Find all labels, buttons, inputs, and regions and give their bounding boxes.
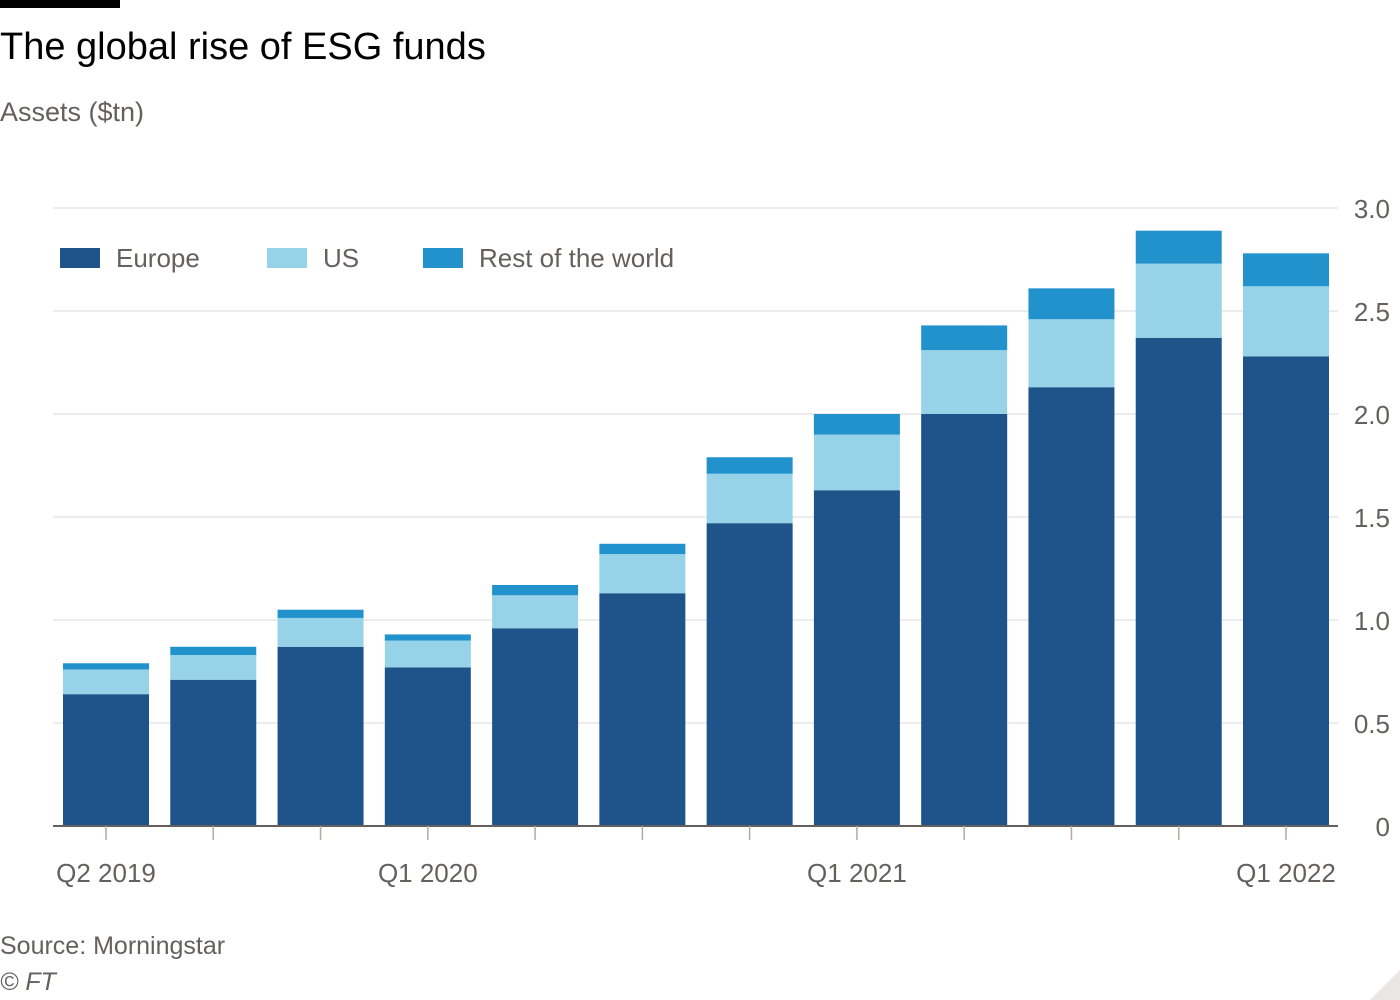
bar-us-q1-2020 bbox=[384, 640, 471, 668]
bar-rest-q1-2021 bbox=[813, 414, 900, 435]
bar-rest-q3-2020 bbox=[599, 543, 686, 555]
copyright-credit: © FT bbox=[0, 968, 56, 996]
bar-rest-q2-2020 bbox=[492, 584, 579, 596]
legend-label-us: US bbox=[323, 243, 359, 273]
bar-europe-q3-2019 bbox=[170, 679, 257, 826]
y-tick-label: 1.0 bbox=[1354, 606, 1390, 636]
bar-rest-q1-2022 bbox=[1243, 253, 1329, 287]
chart-title: The global rise of ESG funds bbox=[0, 26, 486, 68]
bar-us-q2-2019 bbox=[63, 669, 149, 695]
bar-us-q2-2020 bbox=[492, 595, 579, 629]
bar-us-q3-2019 bbox=[170, 655, 257, 680]
x-tick-label: Q1 2020 bbox=[378, 858, 478, 888]
bar-us-q4-2020 bbox=[706, 473, 793, 524]
page-corner-fold bbox=[1370, 970, 1400, 1000]
bar-rest-q1-2020 bbox=[384, 634, 471, 641]
bar-europe-q2-2019 bbox=[63, 694, 149, 826]
bar-europe-q3-2020 bbox=[599, 593, 686, 826]
y-tick-label: 0 bbox=[1376, 812, 1390, 842]
axes: 0 0.5 1.0 1.5 2.0 2.5 3.0 Q2 2019 Q1 2020 Q1 2021… bbox=[53, 194, 1390, 888]
bar-rest-q4-2019 bbox=[277, 609, 364, 618]
y-tick-label: 0.5 bbox=[1354, 709, 1390, 739]
bars bbox=[63, 230, 1329, 826]
bar-europe-q2-2021 bbox=[921, 414, 1008, 826]
x-tick-label: Q1 2022 bbox=[1236, 858, 1336, 888]
bar-us-q3-2021 bbox=[1028, 319, 1115, 388]
y-tick-label: 2.5 bbox=[1354, 297, 1390, 327]
bar-us-q1-2022 bbox=[1243, 286, 1329, 357]
legend-swatch-rest bbox=[423, 248, 463, 268]
bar-rest-q2-2021 bbox=[921, 325, 1008, 351]
bar-us-q4-2019 bbox=[277, 617, 364, 647]
bar-rest-q3-2019 bbox=[170, 646, 257, 656]
bar-rest-q2-2019 bbox=[63, 663, 149, 670]
source-note: Source: Morningstar bbox=[0, 932, 226, 960]
y-tick-label: 2.0 bbox=[1354, 400, 1390, 430]
bar-us-q1-2021 bbox=[813, 434, 900, 491]
legend: Europe US Rest of the world bbox=[60, 243, 674, 273]
stacked-bar-chart: 0 0.5 1.0 1.5 2.0 2.5 3.0 Q2 2019 Q1 2020 Q1 2021… bbox=[53, 194, 1390, 888]
legend-label-europe: Europe bbox=[116, 243, 200, 273]
bar-rest-q3-2021 bbox=[1028, 288, 1115, 320]
y-tick-label: 3.0 bbox=[1354, 194, 1390, 224]
bar-europe-q3-2021 bbox=[1028, 387, 1115, 826]
bar-rest-q4-2021 bbox=[1135, 230, 1222, 264]
bar-europe-q1-2021 bbox=[813, 490, 900, 826]
bar-europe-q2-2020 bbox=[492, 628, 579, 826]
chart-subtitle: Assets ($tn) bbox=[0, 97, 145, 127]
bar-us-q2-2021 bbox=[921, 350, 1008, 414]
bar-europe-q1-2020 bbox=[384, 667, 471, 826]
x-tick-label: Q2 2019 bbox=[56, 858, 156, 888]
bar-rest-q4-2020 bbox=[706, 457, 793, 474]
legend-swatch-us bbox=[267, 248, 307, 268]
bar-us-q3-2020 bbox=[599, 554, 686, 594]
bar-europe-q1-2022 bbox=[1243, 356, 1329, 826]
bar-europe-q4-2019 bbox=[277, 646, 364, 826]
bar-europe-q4-2021 bbox=[1135, 337, 1222, 826]
y-tick-label: 1.5 bbox=[1354, 503, 1390, 533]
x-tick-label: Q1 2021 bbox=[807, 858, 907, 888]
legend-swatch-europe bbox=[60, 248, 100, 268]
brand-bar bbox=[0, 0, 120, 8]
bar-europe-q4-2020 bbox=[706, 523, 793, 826]
gridlines bbox=[53, 207, 1338, 724]
legend-label-rest: Rest of the world bbox=[479, 243, 674, 273]
bar-us-q4-2021 bbox=[1135, 263, 1222, 338]
